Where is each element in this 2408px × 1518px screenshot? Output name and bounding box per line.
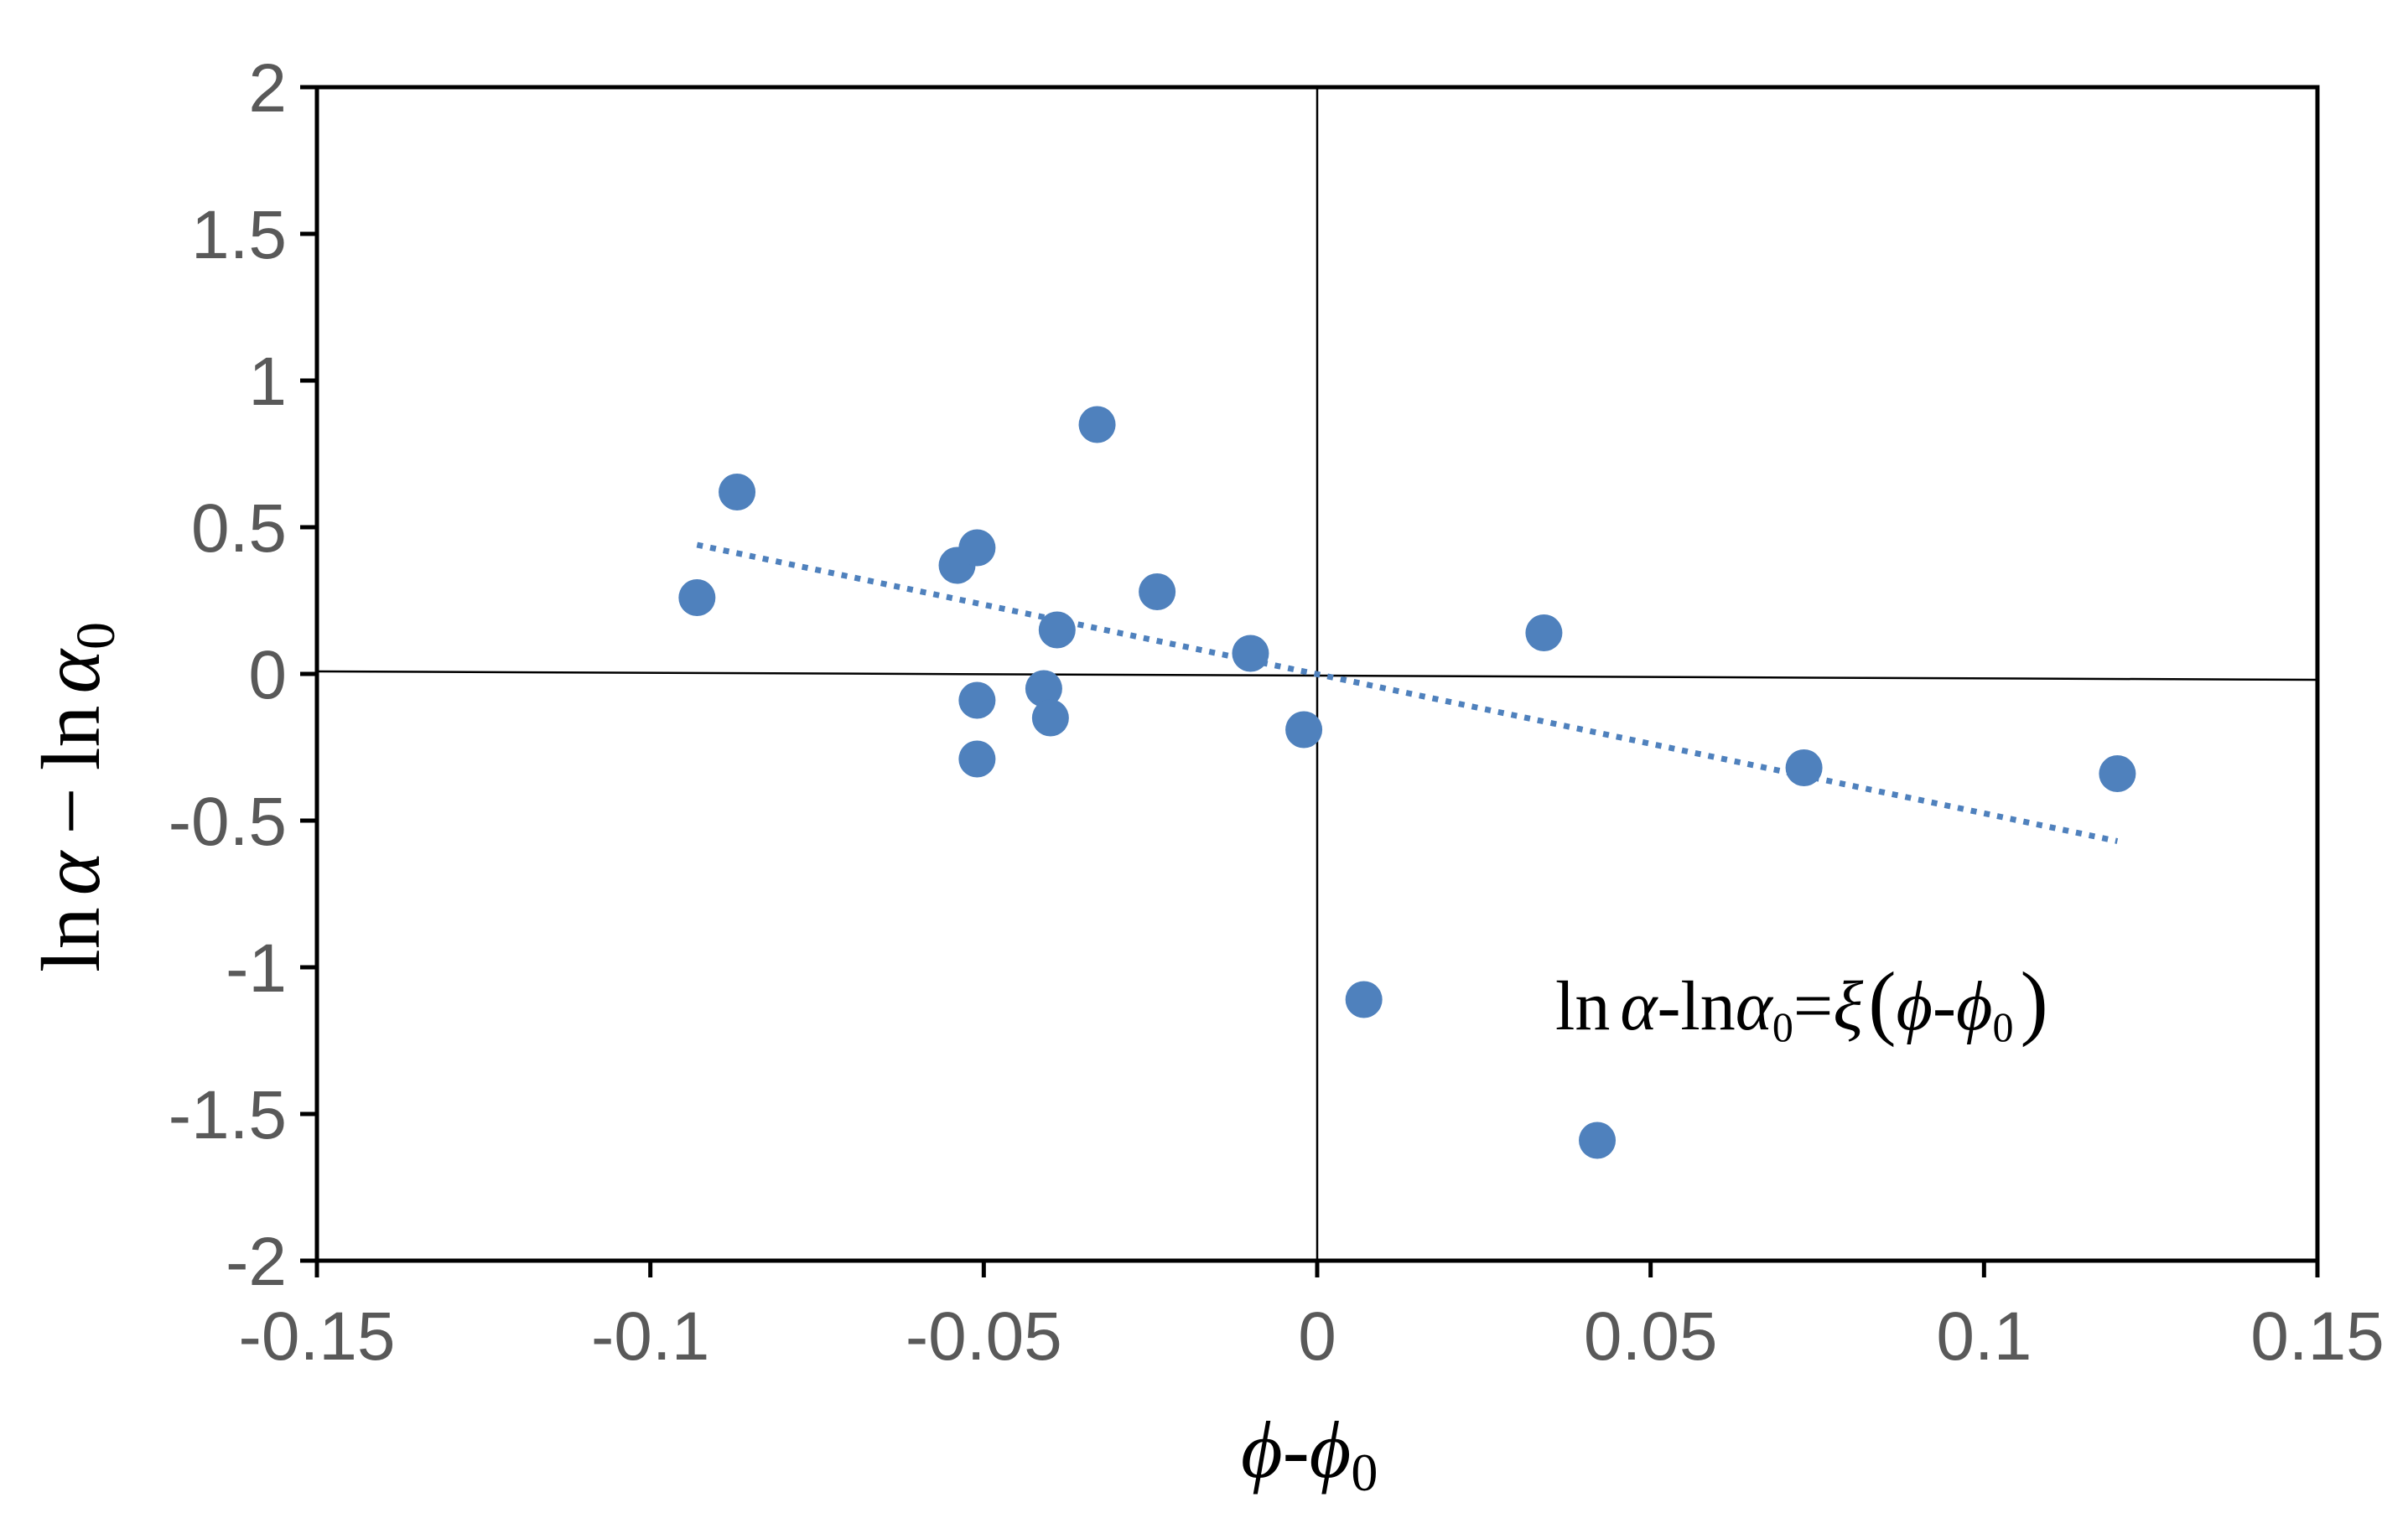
x-tick-label: -0.15 xyxy=(239,1298,396,1375)
data-point xyxy=(678,579,716,616)
y-tick-label: -1.5 xyxy=(169,1077,287,1153)
equation-annotation: ln α-lnα0=ξ(ϕ-ϕ0) xyxy=(1555,955,2048,1050)
data-point xyxy=(1785,749,1823,786)
y-tick-label: -0.5 xyxy=(169,784,287,860)
data-point xyxy=(2099,755,2136,792)
trendline-group xyxy=(696,541,2119,844)
x-axis-ticks: -0.15 -0.1 -0.05 0 0.05 0.1 0.15 xyxy=(239,1261,2385,1375)
y-tick-label: 0.5 xyxy=(191,490,287,567)
data-point xyxy=(1025,670,1062,707)
data-point xyxy=(1038,611,1076,649)
x-tick-label: -0.05 xyxy=(906,1298,1062,1375)
data-points xyxy=(678,406,2136,1159)
data-point xyxy=(719,474,756,510)
data-point xyxy=(1285,711,1323,749)
data-point xyxy=(958,740,996,778)
trendline xyxy=(696,541,2119,844)
y-tick-label: 1.5 xyxy=(191,197,287,273)
y-axis-title: lnα−lnα0 xyxy=(24,622,127,972)
y-tick-label: -1 xyxy=(226,930,287,1007)
data-point xyxy=(1139,573,1176,610)
data-point xyxy=(958,529,996,567)
y-axis-ticks: -2 -1.5 -1 -0.5 0 0.5 1 1.5 2 xyxy=(169,50,317,1300)
x-tick-label: 0.05 xyxy=(1584,1298,1718,1375)
y-tick-label: -2 xyxy=(226,1224,287,1300)
y-tick-label: 0 xyxy=(248,637,287,713)
x-tick-label: -0.1 xyxy=(591,1298,709,1375)
data-point xyxy=(1345,981,1383,1018)
data-point xyxy=(1232,635,1269,672)
data-point xyxy=(1078,406,1116,443)
y-tick-label: 1 xyxy=(248,344,287,420)
x-tick-label: 0.15 xyxy=(2250,1298,2385,1375)
data-point xyxy=(958,681,996,719)
y-tick-label: 2 xyxy=(248,50,287,127)
data-point xyxy=(1579,1122,1617,1159)
x-tick-label: 0 xyxy=(1298,1298,1336,1375)
x-tick-label: 0.1 xyxy=(1936,1298,2032,1375)
data-point xyxy=(1031,699,1069,737)
data-point xyxy=(1525,614,1563,651)
x-axis-title: ϕ-ϕ0 xyxy=(1241,1405,1378,1502)
